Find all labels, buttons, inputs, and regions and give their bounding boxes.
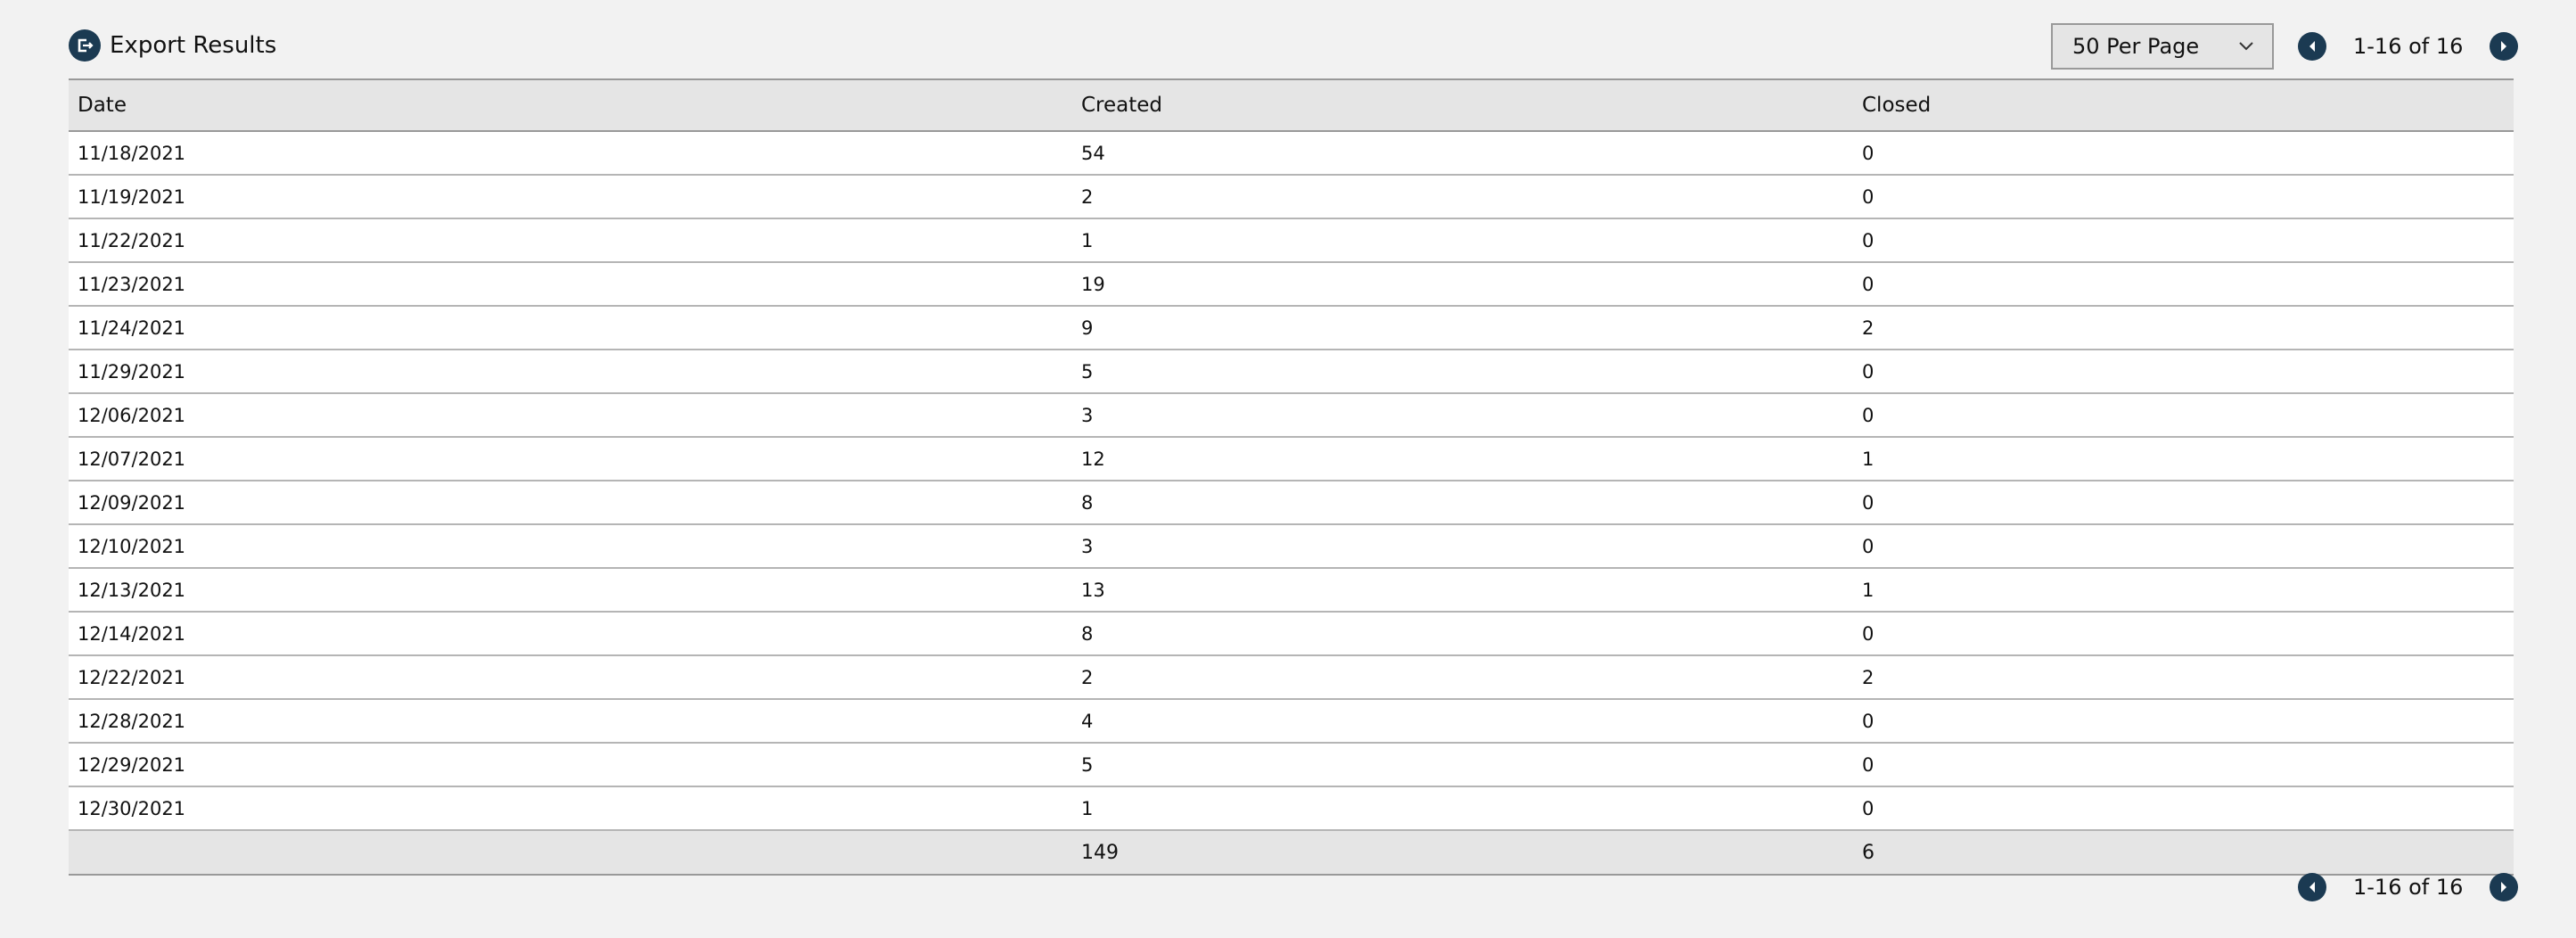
cell-created: 13 (1072, 568, 1853, 613)
cell-date: 11/24/2021 (69, 306, 1072, 350)
caret-left-icon (2309, 41, 2315, 52)
cell-date: 12/09/2021 (69, 481, 1072, 525)
cell-created: 2 (1072, 175, 1853, 219)
table-row: 12/29/2021 5 0 (69, 743, 2514, 787)
table-row: 12/28/2021 4 0 (69, 699, 2514, 744)
table-row: 12/07/2021 12 1 (69, 437, 2514, 481)
chevron-down-icon (2236, 36, 2256, 61)
cell-created: 5 (1072, 350, 1853, 394)
cell-closed: 0 (1853, 131, 2514, 176)
cell-date: 12/28/2021 (69, 699, 1072, 744)
cell-created: 1 (1072, 786, 1853, 831)
cell-created: 19 (1072, 262, 1853, 307)
caret-left-icon (2309, 882, 2315, 893)
cell-date: 11/18/2021 (69, 131, 1072, 176)
cell-closed: 0 (1853, 786, 2514, 831)
cell-date: 12/14/2021 (69, 612, 1072, 656)
table-row: 12/13/2021 13 1 (69, 568, 2514, 613)
next-page-button[interactable] (2490, 32, 2519, 61)
cell-created: 2 (1072, 655, 1853, 700)
next-page-button[interactable] (2490, 873, 2519, 901)
cell-created: 9 (1072, 306, 1853, 350)
cell-closed: 0 (1853, 262, 2514, 307)
cell-closed: 0 (1853, 612, 2514, 656)
bottom-pager: 1-16 of 16 (2298, 873, 2519, 901)
cell-date: 12/13/2021 (69, 568, 1072, 613)
cell-created: 8 (1072, 481, 1853, 525)
cell-closed: 2 (1853, 655, 2514, 700)
table-row: 12/14/2021 8 0 (69, 612, 2514, 656)
page-range: 1-16 of 16 (2353, 875, 2464, 900)
cell-date: 12/29/2021 (69, 743, 1072, 787)
table-row: 11/19/2021 2 0 (69, 175, 2514, 219)
cell-date: 12/07/2021 (69, 437, 1072, 481)
total-date (69, 830, 1072, 876)
table-row: 11/24/2021 9 2 (69, 306, 2514, 350)
cell-date: 11/23/2021 (69, 262, 1072, 307)
caret-right-icon (2501, 882, 2507, 893)
cell-date: 11/22/2021 (69, 218, 1072, 263)
cell-date: 11/29/2021 (69, 350, 1072, 394)
cell-closed: 0 (1853, 481, 2514, 525)
table-row: 12/22/2021 2 2 (69, 655, 2514, 700)
export-icon (69, 29, 101, 62)
cell-closed: 0 (1853, 175, 2514, 219)
cell-created: 5 (1072, 743, 1853, 787)
table-row: 11/23/2021 19 0 (69, 262, 2514, 307)
prev-page-button[interactable] (2298, 873, 2326, 901)
table-row: 12/30/2021 1 0 (69, 786, 2514, 831)
cell-created: 3 (1072, 393, 1853, 438)
column-header-created: Created (1072, 78, 1853, 132)
cell-closed: 0 (1853, 699, 2514, 744)
table-header-row: Date Created Closed (69, 78, 2514, 132)
total-closed: 6 (1853, 830, 2514, 876)
cell-closed: 0 (1853, 218, 2514, 263)
cell-created: 8 (1072, 612, 1853, 656)
table-row: 11/29/2021 5 0 (69, 350, 2514, 394)
cell-date: 11/19/2021 (69, 175, 1072, 219)
cell-closed: 2 (1853, 306, 2514, 350)
results-table: Date Created Closed 11/18/2021 54 0 11/19/2… (69, 78, 2514, 876)
cell-date: 12/30/2021 (69, 786, 1072, 831)
cell-closed: 0 (1853, 350, 2514, 394)
cell-created: 4 (1072, 699, 1853, 744)
cell-created: 12 (1072, 437, 1853, 481)
cell-created: 1 (1072, 218, 1853, 263)
cell-closed: 0 (1853, 393, 2514, 438)
table-row: 12/09/2021 8 0 (69, 481, 2514, 525)
cell-closed: 1 (1853, 437, 2514, 481)
column-header-date: Date (69, 78, 1072, 132)
cell-created: 54 (1072, 131, 1853, 176)
total-created: 149 (1072, 830, 1853, 876)
cell-closed: 1 (1853, 568, 2514, 613)
column-header-closed: Closed (1853, 78, 2514, 132)
totals-row: 149 6 (69, 830, 2514, 876)
page-range: 1-16 of 16 (2353, 34, 2464, 59)
cell-date: 12/06/2021 (69, 393, 1072, 438)
cell-date: 12/10/2021 (69, 524, 1072, 569)
cell-closed: 0 (1853, 743, 2514, 787)
table-row: 12/06/2021 3 0 (69, 393, 2514, 438)
export-results-label: Export Results (110, 32, 277, 59)
top-pager: 1-16 of 16 (2298, 32, 2519, 61)
cell-closed: 0 (1853, 524, 2514, 569)
cell-date: 12/22/2021 (69, 655, 1072, 700)
per-page-value: 50 Per Page (2072, 34, 2200, 59)
table-row: 11/18/2021 54 0 (69, 131, 2514, 176)
table-row: 12/10/2021 3 0 (69, 524, 2514, 569)
per-page-select[interactable]: 50 Per Page (2051, 23, 2274, 70)
table-row: 11/22/2021 1 0 (69, 218, 2514, 263)
prev-page-button[interactable] (2298, 32, 2326, 61)
export-results-button[interactable]: Export Results (69, 29, 276, 62)
caret-right-icon (2501, 41, 2507, 52)
cell-created: 3 (1072, 524, 1853, 569)
